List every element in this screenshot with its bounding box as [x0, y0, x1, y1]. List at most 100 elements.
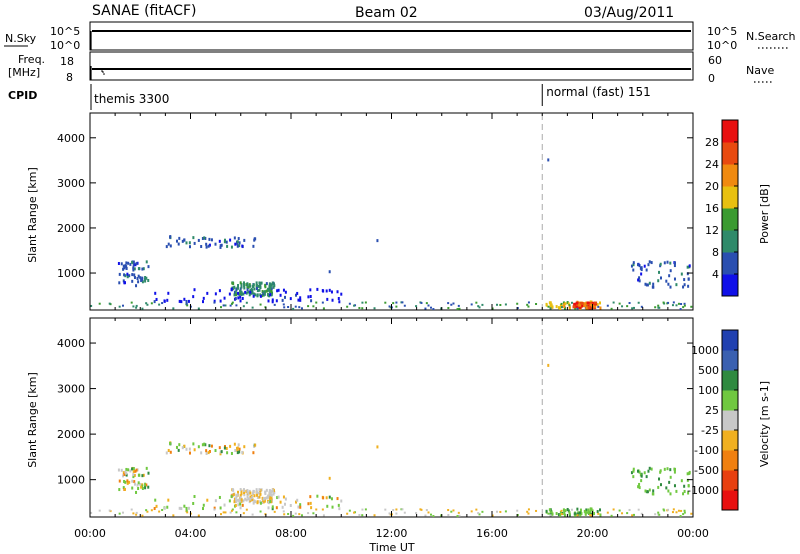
power-point	[122, 279, 125, 283]
velocity-point	[647, 469, 650, 473]
velocity-point	[645, 475, 648, 479]
velocity-point	[596, 510, 599, 514]
colorbar-tick-label: 8	[712, 246, 719, 259]
y-tick-label: 1000	[57, 267, 85, 280]
power-point	[243, 286, 246, 290]
power-point	[218, 239, 221, 243]
power-point	[243, 284, 246, 288]
velocity-point	[132, 475, 135, 479]
velocity-point	[663, 467, 666, 471]
power-point	[638, 279, 641, 283]
velocity-point	[646, 490, 649, 494]
velocity-point	[275, 506, 278, 510]
velocity-point	[154, 498, 157, 502]
velocity-point	[238, 499, 241, 503]
power-point	[258, 288, 261, 292]
power-point	[599, 306, 602, 310]
velocity-point	[161, 508, 164, 511]
power-point	[264, 290, 267, 294]
colorbar-segment	[722, 120, 738, 143]
power-point	[208, 237, 211, 241]
x-tick-label: 00:00	[74, 527, 106, 540]
velocity-point	[547, 512, 550, 515]
power-point	[672, 301, 675, 304]
velocity-point	[121, 511, 124, 514]
power-point	[236, 242, 239, 246]
power-point	[282, 288, 285, 292]
power-point	[583, 302, 587, 306]
power-point	[606, 304, 609, 307]
velocity-point	[527, 508, 530, 511]
power-point	[240, 292, 243, 296]
velocity-point	[169, 450, 172, 454]
power-point	[677, 302, 680, 305]
cpid-label: CPID	[8, 89, 37, 102]
colorbar-segment	[722, 370, 738, 391]
power-point	[252, 283, 255, 287]
colorbar-segment	[722, 230, 738, 253]
velocity-point	[299, 505, 302, 509]
velocity-point	[574, 514, 577, 517]
velocity-point	[229, 511, 232, 514]
velocity-point	[640, 512, 643, 515]
velocity-point	[185, 509, 188, 512]
power-point	[299, 298, 302, 302]
power-point	[679, 308, 682, 311]
power-point	[610, 307, 613, 310]
velocity-point	[123, 472, 126, 476]
power-point	[242, 282, 245, 286]
velocity-point	[178, 506, 181, 510]
velocity-point	[638, 470, 641, 474]
power-point	[432, 308, 435, 311]
x-tick-label: 04:00	[175, 527, 207, 540]
velocity-point	[673, 484, 676, 488]
velocity-point	[667, 489, 670, 493]
power-point	[118, 305, 121, 308]
colorbar-tick-label: 16	[705, 202, 719, 215]
power-point	[400, 301, 403, 304]
velocity-point	[131, 467, 134, 471]
velocity-point	[590, 514, 593, 517]
power-point	[129, 262, 132, 266]
beam-title: Beam 02	[355, 5, 418, 21]
velocity-point	[551, 512, 554, 516]
velocity-point	[573, 512, 576, 516]
velocity-point	[456, 515, 459, 518]
power-point	[578, 301, 582, 305]
velocity-point	[560, 513, 563, 516]
velocity-point	[640, 474, 643, 478]
power-point	[621, 305, 624, 308]
power-point	[141, 277, 144, 281]
velocity-point	[682, 513, 685, 516]
velocity-point	[233, 500, 236, 504]
velocity-point	[259, 501, 262, 505]
colorbar-segment	[722, 252, 738, 275]
colorbar-segment	[722, 350, 738, 371]
velocity-point	[545, 509, 548, 513]
velocity-point	[568, 512, 571, 516]
noise-strip: N.Sky 10^5 10^0 10^5 10^0 N.Search	[4, 21, 796, 52]
power-point	[270, 283, 273, 287]
velocity-point	[237, 503, 240, 507]
power-point	[481, 303, 484, 306]
power-point	[188, 245, 191, 249]
velocity-point	[258, 488, 261, 492]
power-point	[90, 304, 93, 307]
power-point	[137, 267, 140, 271]
velocity-point	[270, 500, 273, 504]
power-point	[683, 302, 686, 305]
velocity-point	[632, 469, 635, 473]
power-point	[192, 295, 195, 299]
velocity-point	[563, 509, 566, 513]
power-point	[427, 304, 430, 307]
power-point	[185, 241, 188, 245]
power-point	[220, 243, 223, 247]
velocity-point	[420, 508, 423, 511]
velocity-point	[241, 450, 244, 454]
power-point	[403, 304, 406, 307]
power-point	[267, 288, 270, 292]
velocity-point	[659, 483, 662, 487]
power-point	[275, 299, 278, 303]
power-point	[237, 237, 240, 241]
power-point	[388, 305, 391, 308]
